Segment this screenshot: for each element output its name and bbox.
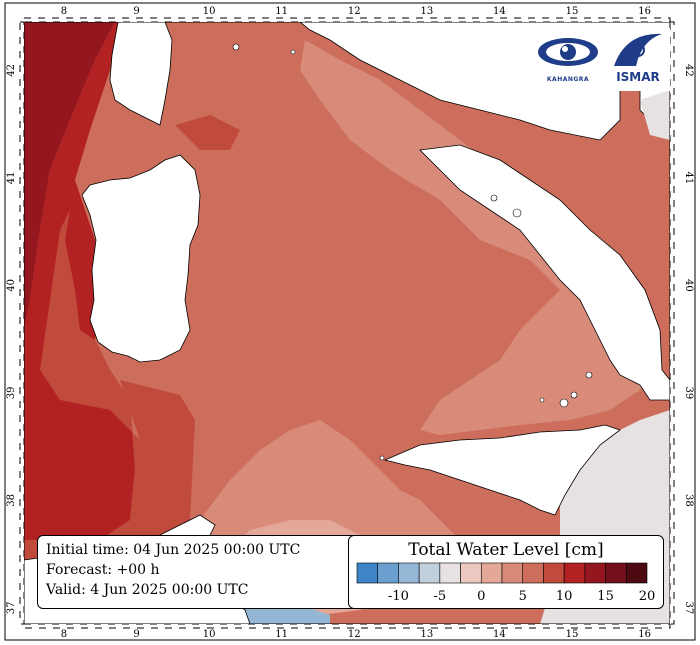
lon-tick-top: 14 bbox=[493, 6, 506, 17]
lon-tick-bottom: 16 bbox=[638, 629, 651, 640]
lon-tick-top: 11 bbox=[275, 6, 288, 17]
forecast-hour-text: Forecast: +00 h bbox=[46, 562, 160, 578]
zone-west-dark bbox=[24, 22, 135, 540]
ismar-logo: ISMAR bbox=[606, 28, 670, 91]
colorbar-swatch bbox=[563, 562, 586, 584]
kahangra-logo: KAHANGRA bbox=[531, 28, 605, 91]
ismar-caption: ISMAR bbox=[616, 70, 660, 84]
zone-west-darkest bbox=[24, 22, 115, 330]
legend-title: Total Water Level [cm] bbox=[408, 540, 604, 560]
lon-tick-top: 9 bbox=[133, 6, 139, 17]
lon-tick-top: 13 bbox=[420, 6, 433, 17]
island-9 bbox=[379, 455, 385, 461]
zone-west-med bbox=[24, 210, 160, 560]
lat-tick-right: 42 bbox=[683, 64, 694, 77]
colorbar-swatch bbox=[418, 562, 441, 584]
island-6 bbox=[570, 391, 578, 399]
colorbar-tick-label: 10 bbox=[556, 589, 573, 604]
island-3 bbox=[490, 194, 498, 202]
colorbar-tick-label: -10 bbox=[388, 589, 409, 604]
initial-time-text: Initial time: 04 Jun 2025 00:00 UTC bbox=[46, 542, 301, 558]
frame-top-bar bbox=[23, 17, 671, 23]
corsica-island bbox=[109, 22, 173, 126]
colorbar-swatch bbox=[584, 562, 606, 584]
colorbar-swatch bbox=[543, 562, 565, 584]
lat-tick-right: 39 bbox=[683, 387, 694, 400]
lat-tick-left: 39 bbox=[6, 387, 17, 400]
latitude-labels-left: 37 38 39 40 41 42 bbox=[6, 64, 17, 614]
island-5 bbox=[539, 397, 545, 403]
outer-frame bbox=[4, 2, 696, 641]
kahangra-eye-icon bbox=[538, 38, 598, 66]
lon-tick-bottom: 8 bbox=[61, 629, 67, 640]
lon-tick-top: 12 bbox=[348, 6, 361, 17]
colorbar-swatch bbox=[625, 562, 648, 584]
forecast-info-box: Initial time: 04 Jun 2025 00:00 UTC Fore… bbox=[37, 535, 363, 609]
lon-tick-top: 15 bbox=[566, 6, 579, 17]
zone-east-sardinia bbox=[120, 380, 195, 540]
colorbar-swatch bbox=[460, 562, 482, 584]
colorbar-swatch bbox=[439, 562, 461, 584]
lon-tick-bottom: 13 bbox=[420, 629, 433, 640]
lon-tick-top: 16 bbox=[638, 6, 651, 17]
colorbar-tick-label: 0 bbox=[477, 589, 485, 604]
lat-tick-left: 41 bbox=[6, 172, 17, 185]
colorbar-tick-label: 20 bbox=[639, 589, 656, 604]
lon-tick-bottom: 15 bbox=[566, 629, 579, 640]
colorbar-swatch bbox=[605, 562, 627, 584]
island-4 bbox=[559, 398, 569, 408]
lat-tick-left: 38 bbox=[6, 494, 17, 507]
colorbar-swatch bbox=[501, 562, 524, 584]
island-2 bbox=[290, 49, 296, 55]
frame-right-bar bbox=[669, 21, 675, 625]
frame-bottom-bar bbox=[23, 623, 671, 629]
ismar-wave-icon bbox=[614, 33, 662, 66]
sardinia-island bbox=[81, 154, 201, 363]
colorbar: -10 -5 0 5 10 15 20 bbox=[356, 562, 656, 604]
lat-tick-right: 37 bbox=[683, 602, 694, 615]
colorbar-swatch bbox=[377, 562, 399, 584]
sicily-island bbox=[383, 424, 621, 516]
island-8 bbox=[512, 208, 522, 218]
island-7 bbox=[585, 371, 593, 379]
latitude-labels-right: 37 38 39 40 41 42 bbox=[683, 64, 694, 614]
longitude-labels-top: 8 9 10 11 12 13 14 15 16 bbox=[61, 6, 651, 17]
zone-north-dark bbox=[175, 115, 240, 150]
longitude-labels-bottom: 8 9 10 11 12 13 14 15 16 bbox=[61, 629, 651, 640]
colorbar-tick-label: -5 bbox=[434, 589, 447, 604]
lon-tick-bottom: 10 bbox=[203, 629, 216, 640]
lat-tick-right: 41 bbox=[683, 172, 694, 185]
italy-south bbox=[419, 144, 670, 401]
lat-tick-left: 42 bbox=[6, 64, 17, 77]
lon-tick-bottom: 14 bbox=[493, 629, 506, 640]
colorbar-swatch bbox=[522, 562, 544, 584]
lat-tick-left: 37 bbox=[6, 602, 17, 615]
lon-tick-bottom: 11 bbox=[275, 629, 288, 640]
colorbar-swatch bbox=[398, 562, 420, 584]
lon-tick-top: 8 bbox=[61, 6, 67, 17]
lon-tick-bottom: 9 bbox=[133, 629, 139, 640]
colorbar-swatch bbox=[356, 562, 379, 584]
frame-left-bar bbox=[19, 21, 25, 625]
zone-ionian bbox=[640, 90, 670, 140]
lat-tick-left: 40 bbox=[6, 279, 17, 292]
colorbar-tick-label: 15 bbox=[597, 589, 614, 604]
lat-tick-right: 40 bbox=[683, 279, 694, 292]
lon-tick-bottom: 12 bbox=[348, 629, 361, 640]
lat-tick-right: 38 bbox=[683, 494, 694, 507]
colorbar-tick-label: 5 bbox=[519, 589, 527, 604]
valid-time-text: Valid: 4 Jun 2025 00:00 UTC bbox=[46, 582, 249, 598]
lon-tick-top: 10 bbox=[203, 6, 216, 17]
colorbar-legend: Total Water Level [cm] -10 -5 0 5 10 15 20 bbox=[348, 535, 664, 609]
kahangra-caption: KAHANGRA bbox=[546, 76, 590, 83]
zone-east-light bbox=[300, 40, 660, 435]
island-1 bbox=[232, 43, 240, 51]
colorbar-swatch bbox=[480, 562, 503, 584]
